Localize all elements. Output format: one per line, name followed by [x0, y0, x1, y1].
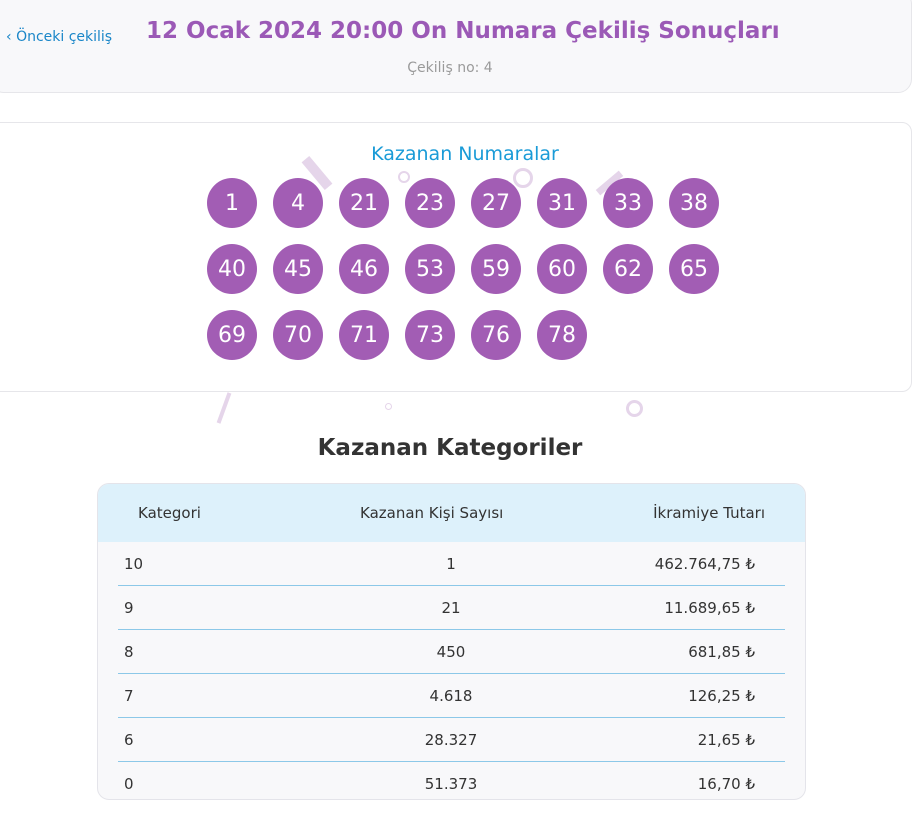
- page-title: 12 Ocak 2024 20:00 On Numara Çekiliş Son…: [146, 18, 780, 44]
- winners-cell: 450: [436, 642, 466, 661]
- winning-categories-title: Kazanan Kategoriler: [317, 435, 583, 461]
- winners-cell: 1: [446, 554, 456, 573]
- number-ball: 70: [273, 310, 323, 360]
- table-row: 9 21 11.689,65 ₺: [118, 586, 785, 630]
- number-ball: 33: [603, 178, 653, 228]
- number-ball: 31: [537, 178, 587, 228]
- number-ball: 23: [405, 178, 455, 228]
- winners-cell: 4.618: [429, 686, 473, 705]
- prize-cell: 126,25 ₺: [688, 686, 755, 705]
- table-row: 10 1 462.764,75 ₺: [118, 542, 785, 586]
- winners-cell: 21: [441, 598, 461, 617]
- number-ball: 60: [537, 244, 587, 294]
- prize-cell: 21,65 ₺: [697, 730, 755, 749]
- number-ball: 69: [207, 310, 257, 360]
- category-cell: 8: [124, 642, 134, 661]
- category-cell: 0: [124, 774, 134, 793]
- number-ball: 59: [471, 244, 521, 294]
- number-ball: 65: [669, 244, 719, 294]
- number-ball: 46: [339, 244, 389, 294]
- draw-number: Çekiliş no: 4: [407, 60, 493, 76]
- confetti-icon: [398, 171, 410, 183]
- number-ball: 45: [273, 244, 323, 294]
- table-row: 8 450 681,85 ₺: [118, 630, 785, 674]
- column-header: Kategori: [138, 504, 201, 522]
- draw-header: [0, 0, 912, 93]
- winning-numbers-card: [0, 122, 912, 392]
- number-ball: 78: [537, 310, 587, 360]
- confetti-icon: [626, 400, 643, 417]
- category-cell: 9: [124, 598, 134, 617]
- table-row: 7 4.618 126,25 ₺: [118, 674, 785, 718]
- number-ball: 38: [669, 178, 719, 228]
- number-ball: 40: [207, 244, 257, 294]
- category-cell: 7: [124, 686, 134, 705]
- table-row: 0 51.373 16,70 ₺: [118, 762, 785, 799]
- category-cell: 6: [124, 730, 134, 749]
- prize-cell: 681,85 ₺: [688, 642, 755, 661]
- number-ball: 4: [273, 178, 323, 228]
- confetti-icon: [385, 403, 392, 410]
- previous-draw-link[interactable]: ‹ Önceki çekiliş: [6, 29, 113, 45]
- number-ball: 21: [339, 178, 389, 228]
- number-ball: 53: [405, 244, 455, 294]
- table-row: 6 28.327 21,65 ₺: [118, 718, 785, 762]
- number-ball: 1: [207, 178, 257, 228]
- prize-cell: 462.764,75 ₺: [654, 554, 755, 573]
- category-cell: 10: [124, 554, 144, 573]
- confetti-icon: [513, 168, 533, 188]
- number-ball: 62: [603, 244, 653, 294]
- winners-cell: 51.373: [424, 774, 478, 793]
- number-ball: 73: [405, 310, 455, 360]
- column-header: Kazanan Kişi Sayısı: [360, 504, 504, 522]
- winners-cell: 28.327: [424, 730, 478, 749]
- column-header: İkramiye Tutarı: [653, 504, 765, 522]
- prize-cell: 16,70 ₺: [697, 774, 755, 793]
- winning-numbers-title: Kazanan Numaralar: [371, 143, 559, 165]
- chevron-left-icon: ‹: [6, 29, 17, 45]
- prize-table: Kategori Kazanan Kişi Sayısı İkramiye Tu…: [97, 483, 806, 800]
- confetti-icon: [216, 392, 232, 424]
- number-ball: 27: [471, 178, 521, 228]
- number-ball: 76: [471, 310, 521, 360]
- table-header: Kategori Kazanan Kişi Sayısı İkramiye Tu…: [98, 484, 805, 542]
- prize-cell: 11.689,65 ₺: [664, 598, 755, 617]
- number-ball: 71: [339, 310, 389, 360]
